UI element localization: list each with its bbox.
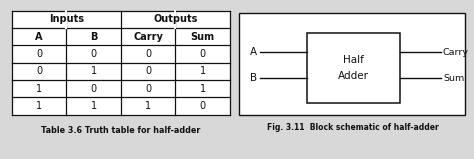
- Bar: [239, 13, 465, 115]
- Text: A: A: [250, 47, 257, 57]
- Bar: [307, 33, 400, 103]
- Bar: [12, 10, 230, 115]
- Text: 0: 0: [91, 84, 97, 94]
- Text: 0: 0: [36, 49, 42, 59]
- Text: 1: 1: [36, 101, 42, 111]
- Text: Inputs: Inputs: [49, 14, 84, 24]
- Text: Half: Half: [343, 55, 364, 65]
- Text: 0: 0: [36, 66, 42, 76]
- Text: 0: 0: [200, 49, 206, 59]
- Text: 0: 0: [145, 49, 151, 59]
- Text: 0: 0: [145, 66, 151, 76]
- Text: 0: 0: [200, 101, 206, 111]
- Text: Outputs: Outputs: [153, 14, 198, 24]
- Text: 0: 0: [145, 84, 151, 94]
- Text: Carry: Carry: [442, 48, 468, 57]
- Text: B: B: [90, 32, 97, 42]
- Text: Table 3.6 Truth table for half-adder: Table 3.6 Truth table for half-adder: [41, 126, 201, 135]
- Text: Sum: Sum: [444, 74, 465, 83]
- Text: B: B: [250, 73, 257, 83]
- Text: Adder: Adder: [337, 71, 369, 81]
- Text: Fig. 3.11  Block schematic of half-adder: Fig. 3.11 Block schematic of half-adder: [267, 123, 439, 132]
- Text: 1: 1: [200, 66, 206, 76]
- Text: Carry: Carry: [133, 32, 163, 42]
- Text: A: A: [35, 32, 43, 42]
- Text: 1: 1: [200, 84, 206, 94]
- Text: 1: 1: [145, 101, 151, 111]
- Text: 1: 1: [91, 101, 97, 111]
- Text: 1: 1: [36, 84, 42, 94]
- Text: 1: 1: [91, 66, 97, 76]
- Text: Sum: Sum: [191, 32, 215, 42]
- Text: 0: 0: [91, 49, 97, 59]
